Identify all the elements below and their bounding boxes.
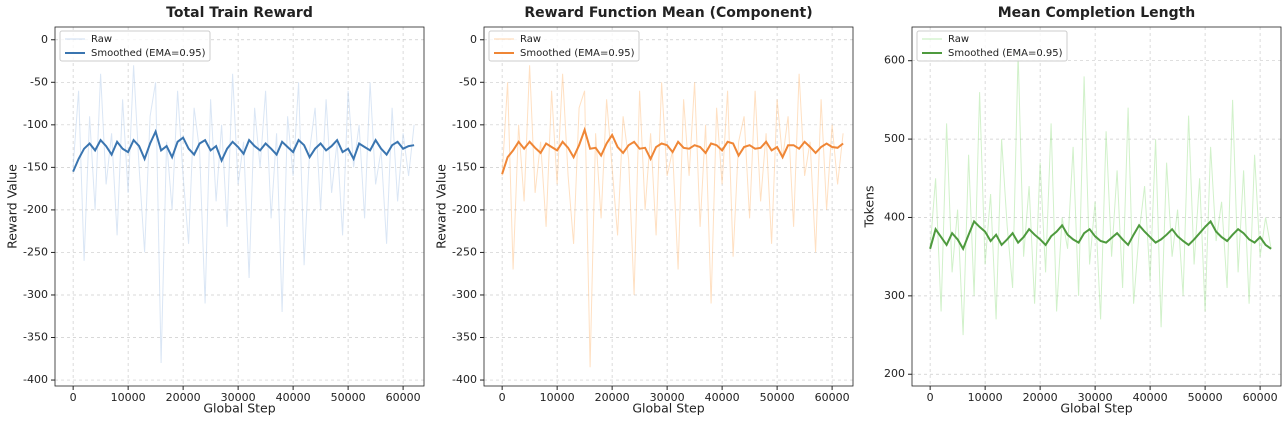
x-tick-label: 40000 <box>705 391 740 404</box>
y-tick-label: -150 <box>452 160 477 173</box>
y-tick-label: -200 <box>23 203 48 216</box>
x-tick-label: 0 <box>927 391 934 404</box>
subplot: Mean Completion Length Global Step Tokens 2… <box>862 5 1282 416</box>
y-tick-label: -50 <box>459 75 477 88</box>
smoothed-line <box>72 128 415 172</box>
axes-frame <box>54 26 425 387</box>
legend-label: Smoothed (EMA=0.95) <box>91 48 206 59</box>
y-tick-label: 400 <box>884 210 905 223</box>
legend-box <box>59 30 211 62</box>
x-tick-label: 20000 <box>595 391 630 404</box>
raw-line <box>501 65 844 368</box>
subplot-title: Reward Function Mean (Component) <box>524 5 812 21</box>
smoothed-line <box>929 219 1272 252</box>
x-tick-label: 10000 <box>111 391 146 404</box>
x-tick-label: 50000 <box>1188 391 1223 404</box>
axes-frame <box>483 26 854 387</box>
raw-line <box>72 65 415 364</box>
y-axis-label: Reward Value <box>5 164 20 249</box>
x-tick-label: 60000 <box>815 391 850 404</box>
x-axis-label: Global Step <box>632 401 704 416</box>
legend-label: Raw <box>520 34 541 45</box>
x-axis-label: Global Step <box>1060 401 1132 416</box>
x-tick-label: 0 <box>70 391 77 404</box>
x-tick-label: 60000 <box>1243 391 1278 404</box>
subplot-title: Mean Completion Length <box>998 5 1196 21</box>
y-tick-label: -300 <box>23 288 48 301</box>
raw-line <box>929 52 1272 336</box>
x-tick-label: 40000 <box>1133 391 1168 404</box>
y-tick-label: -400 <box>23 373 48 386</box>
y-axis-label: Tokens <box>862 185 877 228</box>
legend-label: Smoothed (EMA=0.95) <box>948 48 1063 59</box>
y-tick-label: -250 <box>452 245 477 258</box>
x-tick-label: 30000 <box>1078 391 1113 404</box>
y-tick-label: 0 <box>41 33 48 46</box>
x-tick-label: 50000 <box>331 391 366 404</box>
x-tick-label: 60000 <box>386 391 421 404</box>
y-tick-label: 0 <box>470 33 477 46</box>
subplot-title: Total Train Reward <box>166 5 313 21</box>
subplot: Total Train Reward Global Step Reward Valu… <box>5 5 425 416</box>
y-tick-label: -350 <box>452 331 477 344</box>
legend-label: Raw <box>948 34 969 45</box>
legend-box <box>916 30 1068 62</box>
y-tick-label: -100 <box>452 118 477 131</box>
smoothed-line <box>501 126 844 175</box>
y-tick-label: -150 <box>23 160 48 173</box>
y-tick-label: -200 <box>452 203 477 216</box>
subplot: Reward Function Mean (Component) Global S… <box>434 5 854 416</box>
y-tick-label: -350 <box>23 331 48 344</box>
y-tick-label: -300 <box>452 288 477 301</box>
y-tick-label: 300 <box>884 289 905 302</box>
y-tick-label: -250 <box>23 245 48 258</box>
x-tick-label: 20000 <box>166 391 201 404</box>
x-axis-label: Global Step <box>203 401 275 416</box>
x-tick-label: 40000 <box>276 391 311 404</box>
legend-box <box>488 30 640 62</box>
y-tick-label: 500 <box>884 132 905 145</box>
x-tick-label: 30000 <box>221 391 256 404</box>
x-tick-label: 10000 <box>968 391 1003 404</box>
y-tick-label: 600 <box>884 54 905 67</box>
legend-label: Smoothed (EMA=0.95) <box>520 48 635 59</box>
legend-label: Raw <box>91 34 112 45</box>
axes-frame <box>911 26 1282 387</box>
y-tick-label: 200 <box>884 367 905 380</box>
y-tick-label: -50 <box>30 75 48 88</box>
y-axis-label: Reward Value <box>434 164 449 249</box>
x-tick-label: 10000 <box>540 391 575 404</box>
x-tick-label: 0 <box>499 391 506 404</box>
y-tick-label: -100 <box>23 118 48 131</box>
x-tick-label: 50000 <box>760 391 795 404</box>
y-tick-label: -400 <box>452 373 477 386</box>
x-tick-label: 30000 <box>650 391 685 404</box>
x-tick-label: 20000 <box>1023 391 1058 404</box>
